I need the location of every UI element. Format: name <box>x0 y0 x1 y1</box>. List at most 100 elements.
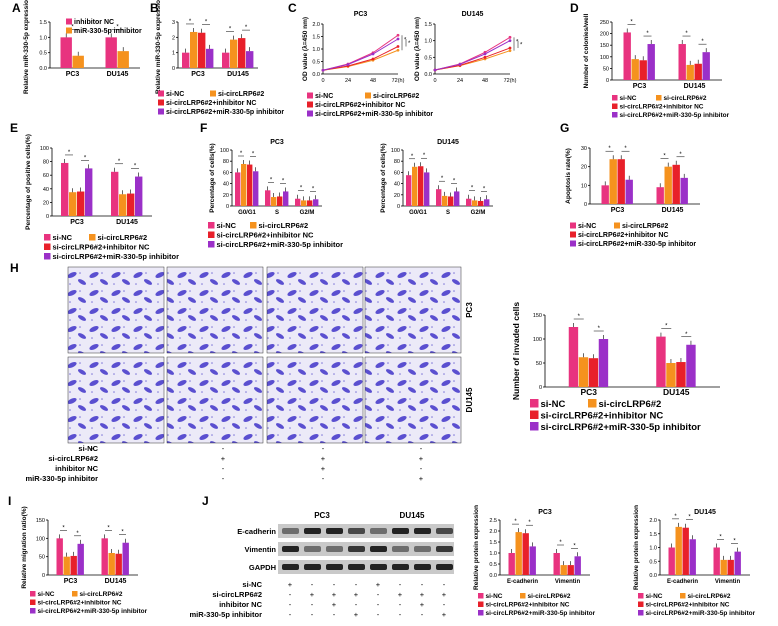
x-tick-label: 72(h) <box>504 78 517 84</box>
bar <box>734 551 741 575</box>
legend-swatch <box>307 101 313 108</box>
treatment-mark: + <box>442 590 447 599</box>
bar <box>727 559 734 575</box>
bar <box>676 362 686 387</box>
y-tick-label: 40 <box>394 182 400 188</box>
treatment-label: miR-330-5p inhibitor <box>189 610 262 619</box>
sig-star: * <box>107 525 110 531</box>
blot-band <box>370 528 387 534</box>
legend-swatch <box>210 90 216 97</box>
legend-entry: inhibitor NC <box>74 19 114 26</box>
legend-entry: si-NC <box>486 593 503 600</box>
x-tick-label: DU145 <box>116 219 138 226</box>
legend-entry: si-circLRP6#2+miR-330-5p inhibitor <box>620 112 730 119</box>
bar <box>656 187 664 204</box>
legend-swatch <box>638 601 644 607</box>
sig-star: * <box>665 324 668 330</box>
treatment-mark: + <box>90 444 95 453</box>
sig-star: * <box>282 178 285 184</box>
legend-swatch <box>612 112 618 118</box>
blot-band <box>282 528 299 534</box>
x-tick-label: G0/G1 <box>238 210 256 216</box>
legend-swatch <box>530 422 539 431</box>
x-tick-label: DU145 <box>662 207 684 214</box>
y-tick-label: 200 <box>600 32 609 38</box>
y-tick-label: 60 <box>43 173 49 179</box>
treatment-mark: + <box>419 454 424 463</box>
legend-entry: si-circLRP6#2+inhibitor NC <box>38 600 122 607</box>
bar <box>115 553 122 575</box>
y-tick-label: 0.0 <box>39 66 47 72</box>
bar <box>406 175 412 206</box>
bar <box>105 37 117 68</box>
bar <box>448 196 454 206</box>
legend-entry: si-circLRP6#2 <box>259 221 309 230</box>
sig-star: * <box>559 540 562 546</box>
treatment-mark: - <box>355 580 358 589</box>
sig-star: * <box>516 39 519 45</box>
treatment-mark: - <box>322 474 325 483</box>
bar <box>553 553 560 575</box>
y-tick-label: 0 <box>46 214 49 220</box>
sig-star: * <box>688 515 691 521</box>
bar <box>568 327 579 387</box>
legend-entry: si-circLRP6#2 <box>218 91 264 98</box>
treatment-mark: - <box>443 600 446 609</box>
blot-band <box>348 546 365 552</box>
panel-label-D: D <box>570 1 579 15</box>
legend-entry: si-circLRP6#2 <box>664 95 707 102</box>
treatment-mark: - <box>420 444 423 453</box>
treatment-mark: + <box>321 454 326 463</box>
y-axis-label: Relative protein expression <box>473 505 480 590</box>
y-tick-label: 0 <box>226 204 229 210</box>
legend-entry: si-circLRP6#2 <box>80 591 123 598</box>
x-tick-label: E-cadherin <box>507 579 538 585</box>
micrograph-image <box>67 266 165 354</box>
x-tick-label: G2/M <box>300 210 315 216</box>
legend-swatch <box>30 591 36 597</box>
legend-swatch <box>66 18 72 25</box>
y-tick-label: 50 <box>39 555 45 561</box>
row-label-du145: DU145 <box>465 387 474 412</box>
legend-entry: si-NC <box>315 93 333 100</box>
series-line <box>434 40 511 71</box>
legend-entry: si-circLRP6#2+inhibitor NC <box>541 411 664 422</box>
bar <box>686 64 694 80</box>
bar <box>623 32 631 80</box>
bar <box>222 52 230 68</box>
bar <box>529 546 536 575</box>
legend-entry: si-circLRP6#2+miR-330-5p inhibitor <box>646 610 756 617</box>
y-axis-label: Number of colonies/well <box>583 13 590 88</box>
blot-band <box>326 546 343 552</box>
legend-entry: si-circLRP6#2+inhibitor NC <box>578 232 668 239</box>
bar <box>601 185 609 204</box>
micrograph-image <box>364 266 462 354</box>
treatment-label: inhibitor NC <box>219 600 262 609</box>
bar <box>412 166 418 206</box>
sig-star: * <box>441 176 444 182</box>
legend-swatch <box>307 110 313 117</box>
legend-swatch <box>158 90 164 97</box>
y-tick-label: 40 <box>43 187 49 193</box>
band-label: GAPDH <box>249 563 276 572</box>
sig-star: * <box>408 41 411 47</box>
legend-entry: si-circLRP6#2+miR-330-5p inhibitor <box>53 252 180 261</box>
series-line <box>434 36 511 71</box>
treatment-mark: - <box>355 600 358 609</box>
y-tick-label: 0 <box>397 204 400 210</box>
treatment-label: si-circLRP6#2 <box>48 454 98 463</box>
legend-swatch <box>72 591 78 597</box>
legend-entry: si-circLRP6#2+inhibitor NC <box>486 602 570 609</box>
x-tick-label: DU145 <box>105 578 127 585</box>
sig-star: * <box>62 525 65 531</box>
y-tick-label: 2 <box>172 35 175 41</box>
sig-star: * <box>514 519 517 525</box>
sig-star: * <box>118 159 121 165</box>
blot-band <box>282 546 299 552</box>
y-tick-label: 1.5 <box>39 20 47 26</box>
bar <box>111 171 119 216</box>
treatment-mark: + <box>419 474 424 483</box>
y-axis-label: Relative protein expression <box>633 505 640 590</box>
bar <box>63 556 70 575</box>
